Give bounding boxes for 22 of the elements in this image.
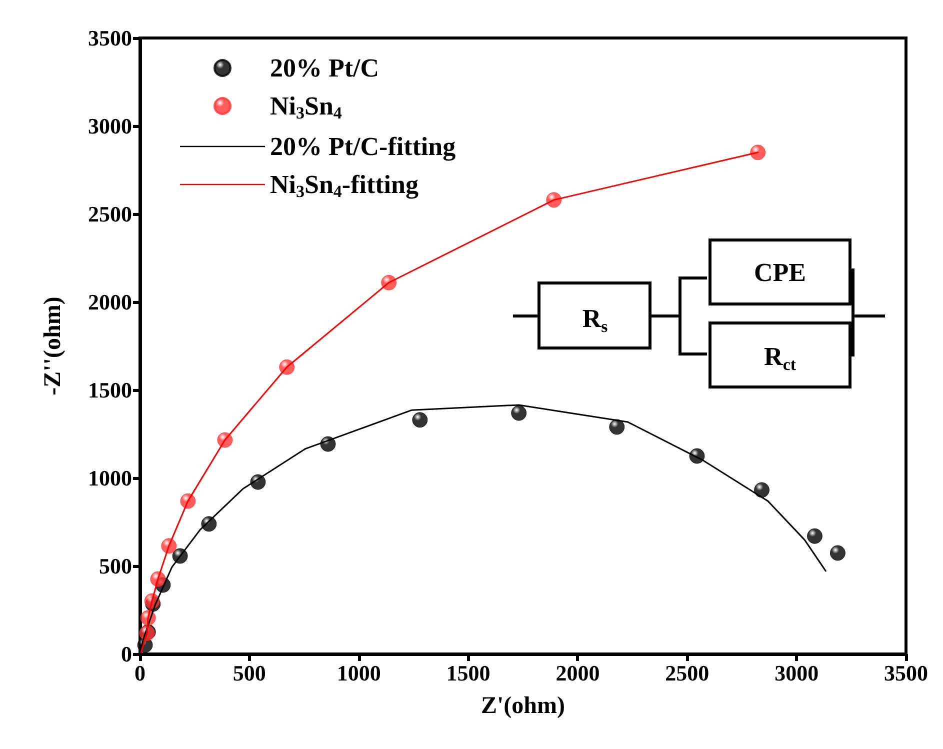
y-axis-title: -Z''(ohm)	[40, 296, 66, 396]
annotation: CPE	[754, 258, 806, 287]
x-tick-label: 1000	[336, 660, 381, 686]
x-tick-label: 2500	[665, 660, 710, 686]
legend-label: 20% Pt/C	[270, 54, 380, 82]
y-tick-label: 2000	[88, 290, 132, 314]
x-axis-title: Z'(ohm)	[481, 693, 565, 719]
x-tick-label: 3500	[884, 660, 928, 686]
annotation: R$_{ct}$	[764, 342, 796, 374]
x-tick-label: 1500	[446, 660, 490, 686]
x-tick-label: 2000	[556, 660, 600, 686]
annotation: R$_{s}$	[582, 304, 608, 336]
legend-label: 20% Pt/C-fitting	[270, 132, 456, 161]
x-tick-label: 3000	[774, 660, 819, 686]
y-tick-label: 1500	[88, 378, 132, 402]
y-tick-label: 1000	[88, 466, 132, 490]
y-tick-label: 2500	[88, 202, 132, 226]
x-tick-label: 500	[232, 660, 266, 686]
y-tick-label: 0	[121, 642, 132, 666]
y-tick-label: 500	[99, 554, 132, 578]
y-tick-label: 3000	[88, 114, 132, 138]
y-tick-label: 3500	[88, 26, 132, 50]
